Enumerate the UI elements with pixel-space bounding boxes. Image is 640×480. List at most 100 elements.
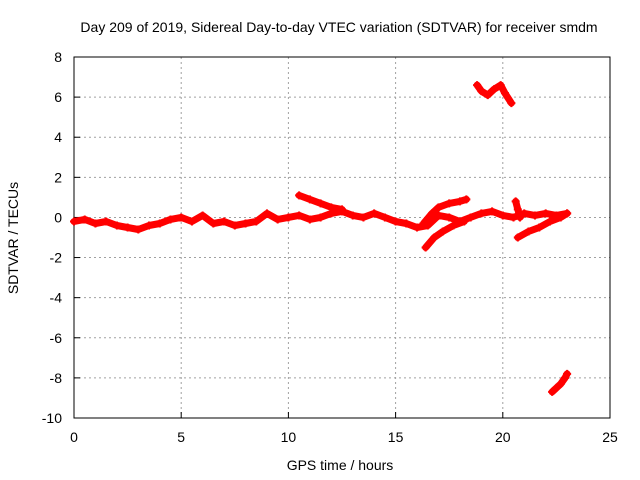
data-point (177, 213, 186, 222)
data-point (273, 215, 282, 224)
data-point (496, 81, 505, 90)
data-point (187, 217, 196, 226)
x-tick-label: 5 (177, 429, 185, 445)
data-point (490, 85, 499, 94)
data-point (438, 227, 447, 236)
data-point (70, 217, 78, 226)
data-point (359, 213, 368, 222)
data-point (488, 207, 497, 216)
data-point (434, 211, 443, 220)
data-point (102, 217, 111, 226)
series-low-outlier (548, 369, 572, 396)
x-tick-label: 10 (281, 429, 297, 445)
data-point (316, 199, 325, 208)
data-point (498, 211, 507, 220)
data-point (166, 215, 175, 224)
series-rising-streak (513, 209, 572, 242)
data-point (541, 209, 550, 218)
data-point (473, 81, 482, 90)
data-point (530, 211, 539, 220)
data-point (252, 217, 261, 226)
y-tick-label: 2 (54, 169, 62, 185)
grid-lines (74, 57, 610, 418)
data-point (449, 221, 458, 230)
data-point (295, 191, 304, 200)
data-point (316, 213, 325, 222)
x-tick-label: 15 (388, 429, 404, 445)
data-point (483, 91, 492, 100)
data-point (123, 223, 132, 232)
data-point (338, 205, 346, 214)
x-tick-label: 20 (495, 429, 511, 445)
series-lower-streak (421, 217, 469, 252)
data-point (445, 213, 454, 222)
data-point (556, 213, 565, 222)
data-point (477, 87, 486, 96)
data-point (513, 205, 522, 214)
series-upper-streak-2 (419, 195, 471, 228)
data-point (134, 225, 143, 234)
series-spike-near-21 (511, 197, 524, 222)
data-point (284, 213, 293, 222)
y-tick-label: -8 (50, 370, 63, 386)
data-point (402, 219, 411, 228)
series-high-outlier (473, 81, 516, 108)
data-point (295, 211, 304, 220)
data-point (507, 99, 516, 108)
data-point (513, 233, 522, 242)
data-point (421, 243, 430, 252)
data-point (434, 203, 443, 212)
y-tick-label: 6 (54, 89, 62, 105)
y-tick-label: 8 (54, 49, 62, 65)
data-point (198, 211, 207, 220)
data-point (430, 233, 439, 242)
y-tick-label: -4 (50, 290, 63, 306)
plot-frame (73, 56, 611, 419)
axis-ticks: 0 5 10 15 20 25 -10 -8 -6 -4 -2 0 2 4 6 8 (42, 49, 618, 445)
y-axis-label: SDTVAR / TECUs (5, 182, 21, 294)
data-point (155, 219, 164, 228)
data-point (524, 227, 533, 236)
data-point (305, 195, 314, 204)
data-point (209, 219, 218, 228)
data-point (80, 215, 89, 224)
data-point (552, 383, 561, 392)
data-point (370, 209, 379, 218)
y-tick-label: -10 (42, 410, 62, 426)
data-point (462, 195, 471, 204)
data-point (466, 213, 475, 222)
data-point (391, 217, 400, 226)
data-point (220, 217, 229, 226)
data-point (563, 369, 572, 378)
data-point (535, 223, 544, 232)
data-point (455, 197, 464, 206)
data-point (413, 223, 422, 232)
data-point (460, 217, 469, 226)
data-point (91, 219, 100, 228)
data-point (428, 209, 437, 218)
series-upper-streak-1 (295, 191, 346, 214)
data-point (548, 387, 557, 396)
data-point (327, 203, 336, 212)
data-point (445, 199, 454, 208)
data-point (112, 221, 121, 230)
x-tick-label: 0 (70, 429, 78, 445)
data-point (145, 221, 154, 230)
data-point (477, 209, 486, 218)
y-tick-label: 0 (54, 209, 62, 225)
data-point (560, 373, 569, 382)
chart-title: Day 209 of 2019, Sidereal Day-to-day VTE… (80, 19, 597, 35)
series-main-band (70, 207, 572, 234)
data-point (515, 213, 524, 222)
y-tick-label: 4 (54, 129, 62, 145)
data-point (241, 219, 250, 228)
x-tick-label: 25 (602, 429, 618, 445)
data-point (262, 209, 271, 218)
data-point (419, 219, 428, 228)
data-point (348, 211, 357, 220)
y-tick-label: -6 (50, 330, 63, 346)
x-axis-label: GPS time / hours (287, 457, 394, 473)
data-point (511, 197, 520, 206)
data-point (545, 217, 554, 226)
